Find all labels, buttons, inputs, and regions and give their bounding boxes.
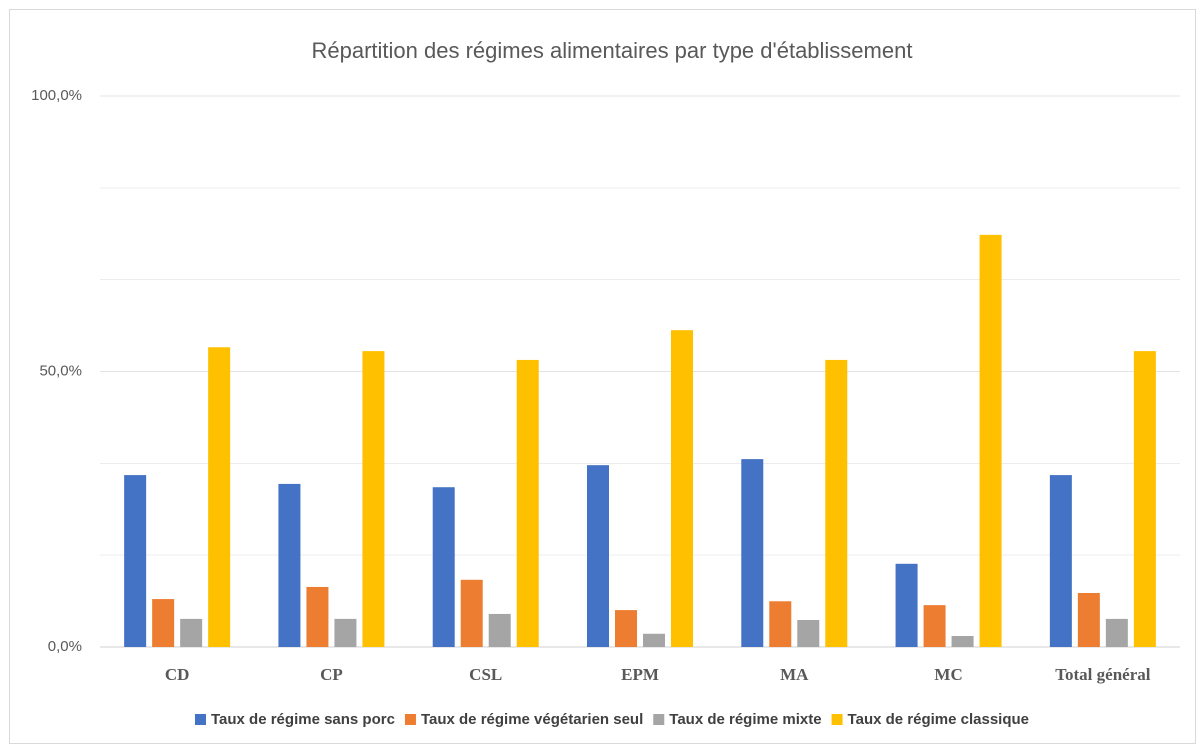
- bar: [278, 483, 301, 647]
- x-tick-label: CD: [165, 665, 190, 684]
- bar: [1049, 475, 1072, 647]
- legend-swatch: [653, 714, 665, 725]
- bar: [923, 605, 946, 647]
- legend-label: Taux de régime sans porc: [211, 711, 395, 728]
- bar: [516, 359, 539, 647]
- bar: [587, 465, 609, 647]
- legend-swatch: [831, 714, 843, 725]
- legend-swatch: [404, 714, 416, 725]
- legend-label: Taux de régime végétarien seul: [421, 711, 643, 728]
- bar: [825, 359, 848, 647]
- bar: [1133, 351, 1156, 647]
- legend-swatch: [194, 714, 206, 725]
- bar: [124, 475, 147, 647]
- x-tick-label: MC: [934, 665, 962, 684]
- bar: [152, 599, 175, 647]
- x-tick-label: CSL: [469, 665, 502, 684]
- y-tick-label: 100,0%: [31, 87, 82, 104]
- x-tick-label: CP: [320, 665, 343, 684]
- bar: [362, 351, 385, 647]
- bar: [979, 234, 1002, 648]
- x-tick-label: MA: [780, 665, 809, 684]
- bar: [895, 563, 918, 647]
- bar: [306, 586, 329, 647]
- y-tick-label: 50,0%: [39, 362, 82, 379]
- bar: [615, 610, 637, 647]
- legend-label: Taux de régime mixte: [669, 711, 821, 728]
- bar: [180, 618, 203, 647]
- y-tick-label: 0,0%: [48, 638, 82, 655]
- bar: [671, 330, 693, 647]
- bar: [208, 347, 231, 647]
- bar: [643, 633, 665, 647]
- chart-title: Répartition des régimes alimentaires par…: [312, 38, 913, 63]
- bar: [334, 618, 357, 647]
- x-tick-label: EPM: [621, 665, 659, 684]
- bar: [769, 601, 792, 647]
- bar: [432, 487, 455, 647]
- bar: [797, 620, 820, 647]
- bar: [1077, 593, 1100, 647]
- legend-label: Taux de régime classique: [848, 711, 1029, 728]
- x-tick-label: Total général: [1055, 665, 1151, 684]
- bar: [951, 635, 974, 647]
- bar: [460, 579, 483, 647]
- bar: [1105, 618, 1128, 647]
- bar: [741, 459, 764, 647]
- bar: [488, 613, 511, 647]
